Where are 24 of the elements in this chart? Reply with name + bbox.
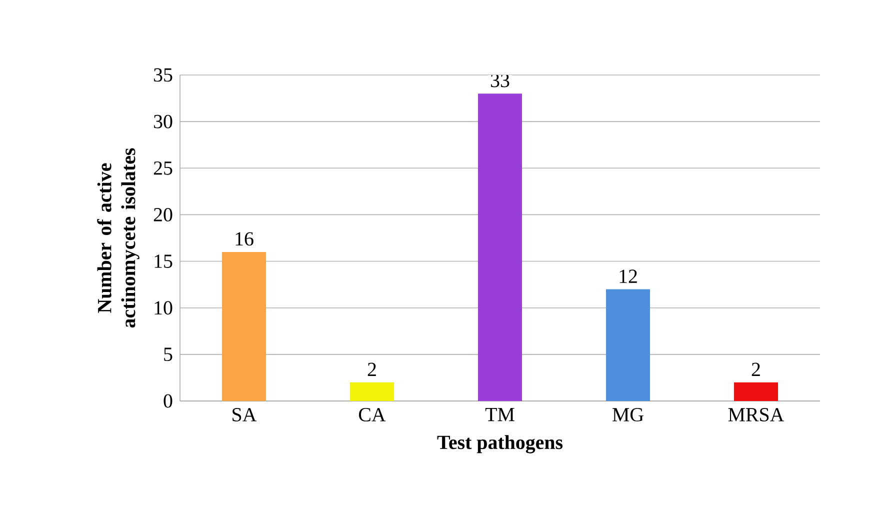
y-tick-label: 35 — [154, 68, 172, 82]
y-tick-label: 20 — [154, 208, 172, 222]
data-label: 2 — [368, 362, 376, 376]
y-tick-label: 25 — [154, 161, 172, 175]
x-tick-label: TM — [485, 408, 514, 422]
x-tick-label: CA — [358, 408, 386, 422]
y-tick-label: 15 — [154, 254, 172, 268]
x-tick-label: SA — [232, 408, 257, 422]
y-tick-label: 30 — [154, 114, 172, 128]
y-tick-label: 5 — [164, 348, 172, 362]
data-label: 2 — [752, 362, 760, 376]
data-label: 16 — [236, 232, 254, 246]
bar — [350, 382, 394, 401]
x-axis-title: Test pathogens — [437, 435, 563, 454]
y-tick-label: 0 — [164, 394, 172, 408]
bar — [222, 252, 266, 401]
y-tick-label: 10 — [154, 301, 172, 315]
bar — [478, 94, 522, 401]
x-tick-label: MG — [612, 408, 644, 422]
y-axis-title: Number of active actinomycete isolates — [97, 148, 140, 328]
data-label: 12 — [620, 270, 637, 283]
x-tick-label: MRSA — [728, 408, 784, 422]
bar — [734, 382, 778, 401]
bar — [606, 289, 650, 401]
